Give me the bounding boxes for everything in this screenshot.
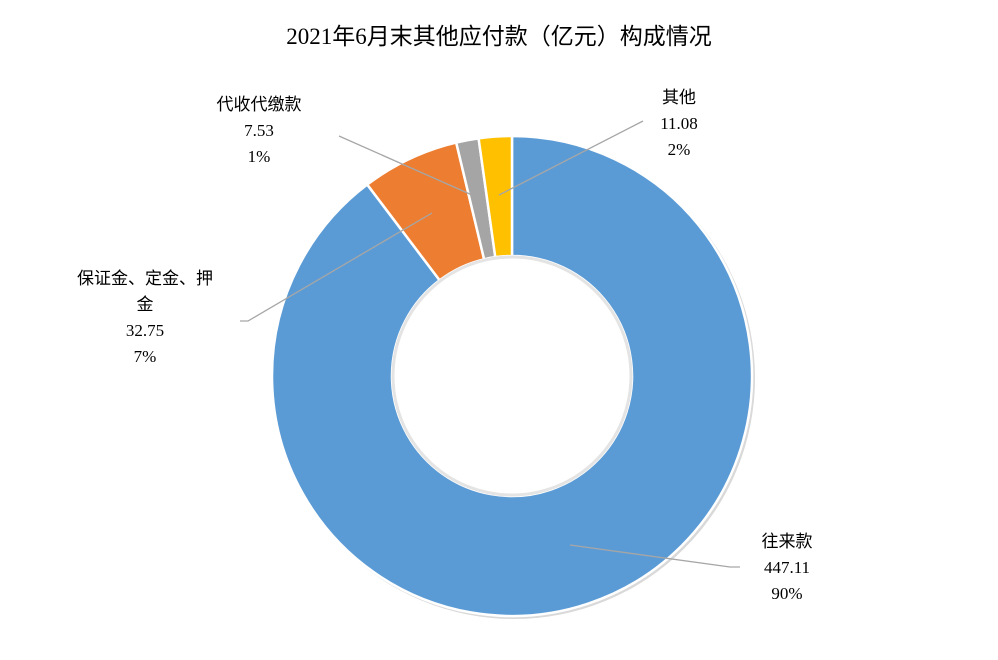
data-label-baozhengjin: 保证金、定金、押金 32.75 7%	[77, 269, 213, 366]
data-label-line: 90%	[771, 584, 802, 603]
data-label-line: 1%	[248, 147, 271, 166]
data-label-line: 代收代缴款	[217, 95, 302, 114]
leader-line-baozhengjin	[240, 212, 433, 322]
data-label-line: 32.75	[126, 321, 164, 340]
leader-line-wanglaikuan	[569, 544, 740, 568]
data-label-line: 往来款	[762, 532, 813, 551]
data-labels-group: 往来款 447.11 90% 保证金、定金、押金 32.75 7% 代收代缴款 7.53 1% 其…	[77, 88, 813, 603]
data-label-line: 保证金、定金、押	[77, 269, 213, 288]
data-label-line: 447.11	[764, 558, 810, 577]
chart-title: 2021年6月末其他应付款（亿元）构成情况	[286, 24, 712, 49]
leader-lines-group	[240, 120, 740, 568]
data-label-line: 7%	[134, 347, 157, 366]
data-label-line: 其他	[662, 88, 696, 107]
leader-line-qita	[498, 120, 644, 196]
data-label-line: 7.53	[244, 121, 274, 140]
data-label-qita: 其他 11.08 2%	[660, 88, 698, 159]
slices-group	[270, 134, 755, 619]
data-label-line: 11.08	[660, 114, 698, 133]
data-label-line: 金	[137, 295, 154, 314]
donut-hole	[391, 255, 633, 497]
data-label-wanglaikuan: 往来款 447.11 90%	[762, 532, 813, 603]
leader-line-daishoudaijiao	[338, 135, 473, 196]
data-label-daishoudaijiao: 代收代缴款 7.53 1%	[217, 95, 302, 166]
data-label-line: 2%	[668, 140, 691, 159]
